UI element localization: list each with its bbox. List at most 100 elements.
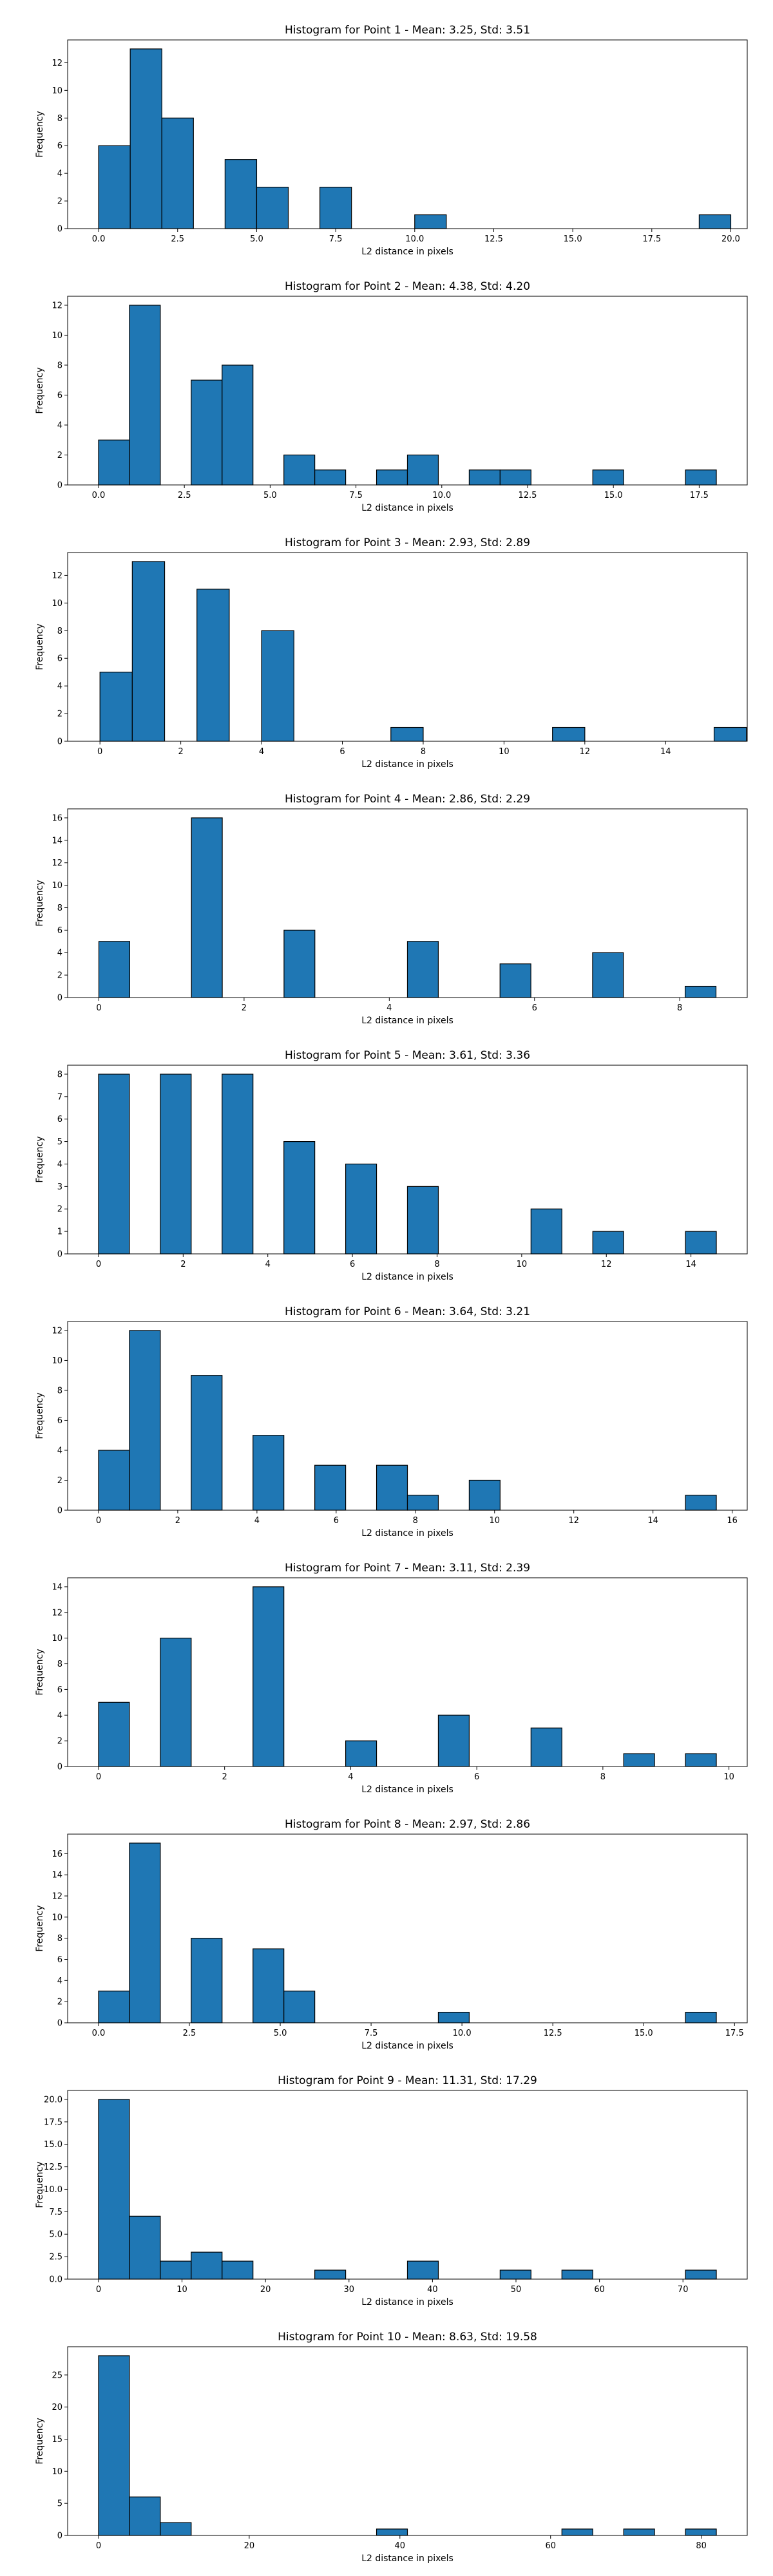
histogram-bar (561, 2269, 593, 2280)
histogram-bar (129, 1330, 161, 1511)
chart-title: Histogram for Point 3 - Mean: 2.93, Std:… (285, 536, 530, 549)
x-tick-label: 2 (242, 1003, 247, 1013)
x-axis-label: L2 distance in pixels (361, 247, 453, 257)
x-tick-label: 60 (545, 2541, 556, 2551)
y-tick-label: 10 (52, 881, 62, 891)
x-axis-label: L2 distance in pixels (361, 2041, 453, 2051)
x-axis-label: L2 distance in pixels (361, 1272, 453, 1282)
x-tick-label: 10 (489, 1516, 500, 1526)
y-tick-label: 0 (57, 1506, 62, 1516)
plot-frame (67, 552, 748, 742)
y-tick-label: 16 (52, 813, 62, 823)
histogram-panel: Histogram for Point 8 - Mean: 2.97, Std:… (35, 1818, 748, 2051)
y-tick-label: 0 (57, 481, 62, 491)
histogram-bar (499, 469, 531, 486)
x-tick-label: 7.5 (349, 491, 363, 500)
histogram-bar (98, 1701, 130, 1767)
x-tick-label: 2 (180, 1260, 186, 1269)
x-tick-label: 4 (259, 747, 264, 757)
histogram-panel: Histogram for Point 10 - Mean: 8.63, Std… (35, 2331, 748, 2564)
y-tick-label: 4 (57, 1976, 62, 1986)
histogram-bar (376, 469, 408, 486)
histogram-bar (222, 365, 254, 486)
x-tick-label: 5.0 (250, 234, 263, 244)
chart-title: Histogram for Point 2 - Mean: 4.38, Std:… (285, 280, 530, 293)
x-tick-label: 20 (244, 2541, 255, 2551)
histogram-bar (98, 145, 131, 229)
y-tick-label: 0 (57, 225, 62, 234)
chart-title: Histogram for Point 5 - Mean: 3.61, Std:… (285, 1049, 530, 1062)
histogram-bar (314, 469, 347, 486)
y-tick-label: 10 (52, 331, 62, 341)
histogram-bar (437, 1714, 470, 1767)
y-tick-label: 25 (52, 2371, 62, 2380)
plot-frame (67, 1577, 748, 1767)
histogram-panel: Histogram for Point 4 - Mean: 2.86, Std:… (35, 793, 748, 1026)
x-tick-label: 0 (96, 1516, 101, 1526)
y-tick-label: 5.0 (49, 2230, 62, 2240)
x-tick-label: 4 (386, 1003, 392, 1013)
y-tick-label: 3 (57, 1182, 62, 1192)
histogram-bar (253, 1948, 285, 2023)
y-tick-label: 10 (52, 1913, 62, 1922)
plot-frame (67, 1833, 748, 2023)
x-tick-label: 12 (601, 1260, 612, 1269)
x-tick-label: 6 (532, 1003, 537, 1013)
y-tick-label: 4 (57, 1446, 62, 1455)
x-tick-label: 5.0 (274, 2029, 287, 2038)
histogram-bar (685, 2269, 717, 2280)
x-tick-label: 0.0 (92, 2029, 106, 2038)
x-tick-label: 14 (647, 1516, 658, 1526)
y-tick-label: 20 (52, 2403, 62, 2412)
y-tick-label: 15 (52, 2435, 62, 2445)
y-tick-label: 2 (57, 1737, 62, 1747)
y-tick-label: 4 (57, 1160, 62, 1170)
y-tick-label: 12.5 (44, 2163, 62, 2172)
y-tick-label: 2.5 (49, 2253, 62, 2262)
chart-title: Histogram for Point 4 - Mean: 2.86, Std:… (285, 793, 530, 806)
histogram-bar (685, 2011, 717, 2023)
histogram-bar (406, 941, 439, 998)
histogram-bar (685, 985, 717, 998)
histogram-bar (283, 1991, 316, 2023)
y-tick-label: 6 (57, 1955, 62, 1965)
y-tick-label: 10 (52, 2467, 62, 2477)
histogram-bar (530, 1208, 562, 1255)
x-tick-label: 2 (175, 1516, 180, 1526)
y-tick-label: 12 (52, 1608, 62, 1618)
histogram-bar (698, 214, 732, 229)
x-tick-label: 6 (350, 1260, 355, 1269)
y-tick-label: 16 (52, 1850, 62, 1859)
histogram-bar (224, 159, 258, 229)
x-tick-label: 0 (96, 1772, 101, 1782)
y-axis-label: Frequency (35, 1649, 45, 1695)
histogram-bar (222, 2260, 254, 2280)
chart-title: Histogram for Point 6 - Mean: 3.64, Std:… (285, 1305, 530, 1318)
y-tick-label: 6 (57, 926, 62, 936)
histogram-bar (685, 1495, 717, 1511)
histogram-bar (191, 2251, 223, 2280)
x-tick-label: 70 (678, 2285, 689, 2295)
y-tick-label: 8 (57, 1934, 62, 1944)
histogram-bar (160, 2522, 192, 2536)
y-tick-label: 2 (57, 451, 62, 460)
histogram-bar (468, 1479, 501, 1511)
y-tick-label: 10.0 (44, 2185, 62, 2195)
x-tick-label: 4 (254, 1516, 260, 1526)
y-tick-label: 0 (57, 1763, 62, 1772)
y-tick-label: 6 (57, 391, 62, 401)
histogram-bar (98, 1991, 130, 2023)
histogram-bar (129, 2496, 161, 2536)
chart-title: Histogram for Point 1 - Mean: 3.25, Std:… (285, 24, 530, 37)
y-tick-label: 2 (57, 710, 62, 719)
y-tick-label: 4 (57, 682, 62, 692)
histogram-panel: Histogram for Point 5 - Mean: 3.61, Std:… (35, 1049, 748, 1282)
histogram-bar (685, 2528, 717, 2536)
x-tick-label: 0 (97, 747, 102, 757)
y-tick-label: 0 (57, 2532, 62, 2541)
y-tick-label: 12 (52, 1326, 62, 1336)
histogram-bar (131, 561, 166, 742)
histogram-bar (283, 1141, 316, 1255)
histogram-bar (390, 726, 424, 742)
y-tick-label: 7 (57, 1092, 62, 1102)
